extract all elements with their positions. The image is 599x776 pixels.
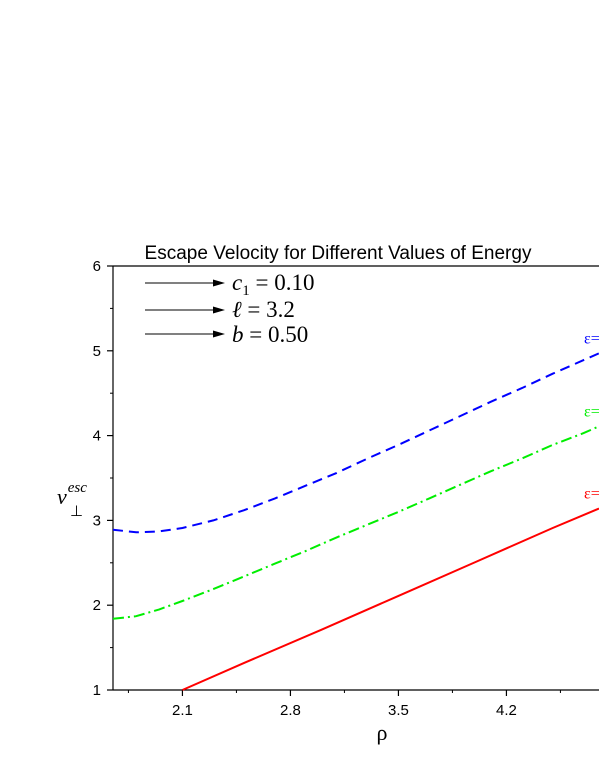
x-tick-label: 3.5	[388, 702, 409, 719]
x-axis-label: ρ	[377, 720, 388, 745]
y-tick-label: 5	[93, 343, 101, 360]
y-axis-label-subscript: ⊥	[70, 504, 83, 520]
axes	[112, 265, 599, 691]
series-line-solid	[181, 507, 599, 691]
y-axis-label: vesc	[57, 480, 87, 509]
series-line-dashdot	[112, 425, 599, 620]
ticks: 1 2 3 4 5 6 2.1 2.8 3.5 4.2	[93, 258, 561, 719]
x-tick-label: 4.2	[496, 702, 517, 719]
annotation-arrow-3	[145, 330, 225, 338]
annotation-arrow-2	[145, 306, 225, 314]
annotation-block: c1 = 0.10 ℓ = 3.2 b = 0.50	[145, 270, 314, 347]
annotation-arrow-1	[145, 279, 225, 287]
chart-title: Escape Velocity for Different Values of …	[145, 243, 532, 264]
x-tick-label: 2.1	[172, 702, 193, 719]
series-line-dashed	[112, 352, 599, 534]
y-tick-label: 6	[93, 258, 101, 275]
series-label: ε=	[584, 486, 599, 503]
annotation-2: ℓ = 3.2	[232, 297, 295, 322]
y-tick-label: 4	[93, 428, 101, 445]
series-label: ε=	[584, 403, 599, 420]
y-tick-label: 3	[93, 512, 101, 529]
annotation-3: b = 0.50	[232, 322, 308, 347]
series-labels: ε= ε= ε=	[584, 330, 599, 502]
y-tick-label: 1	[93, 682, 101, 699]
x-tick-label: 2.8	[280, 702, 301, 719]
series-label: ε=	[584, 330, 599, 347]
y-tick-label: 2	[93, 597, 101, 614]
series-layer	[112, 352, 599, 691]
annotation-1: c1 = 0.10	[232, 270, 314, 299]
